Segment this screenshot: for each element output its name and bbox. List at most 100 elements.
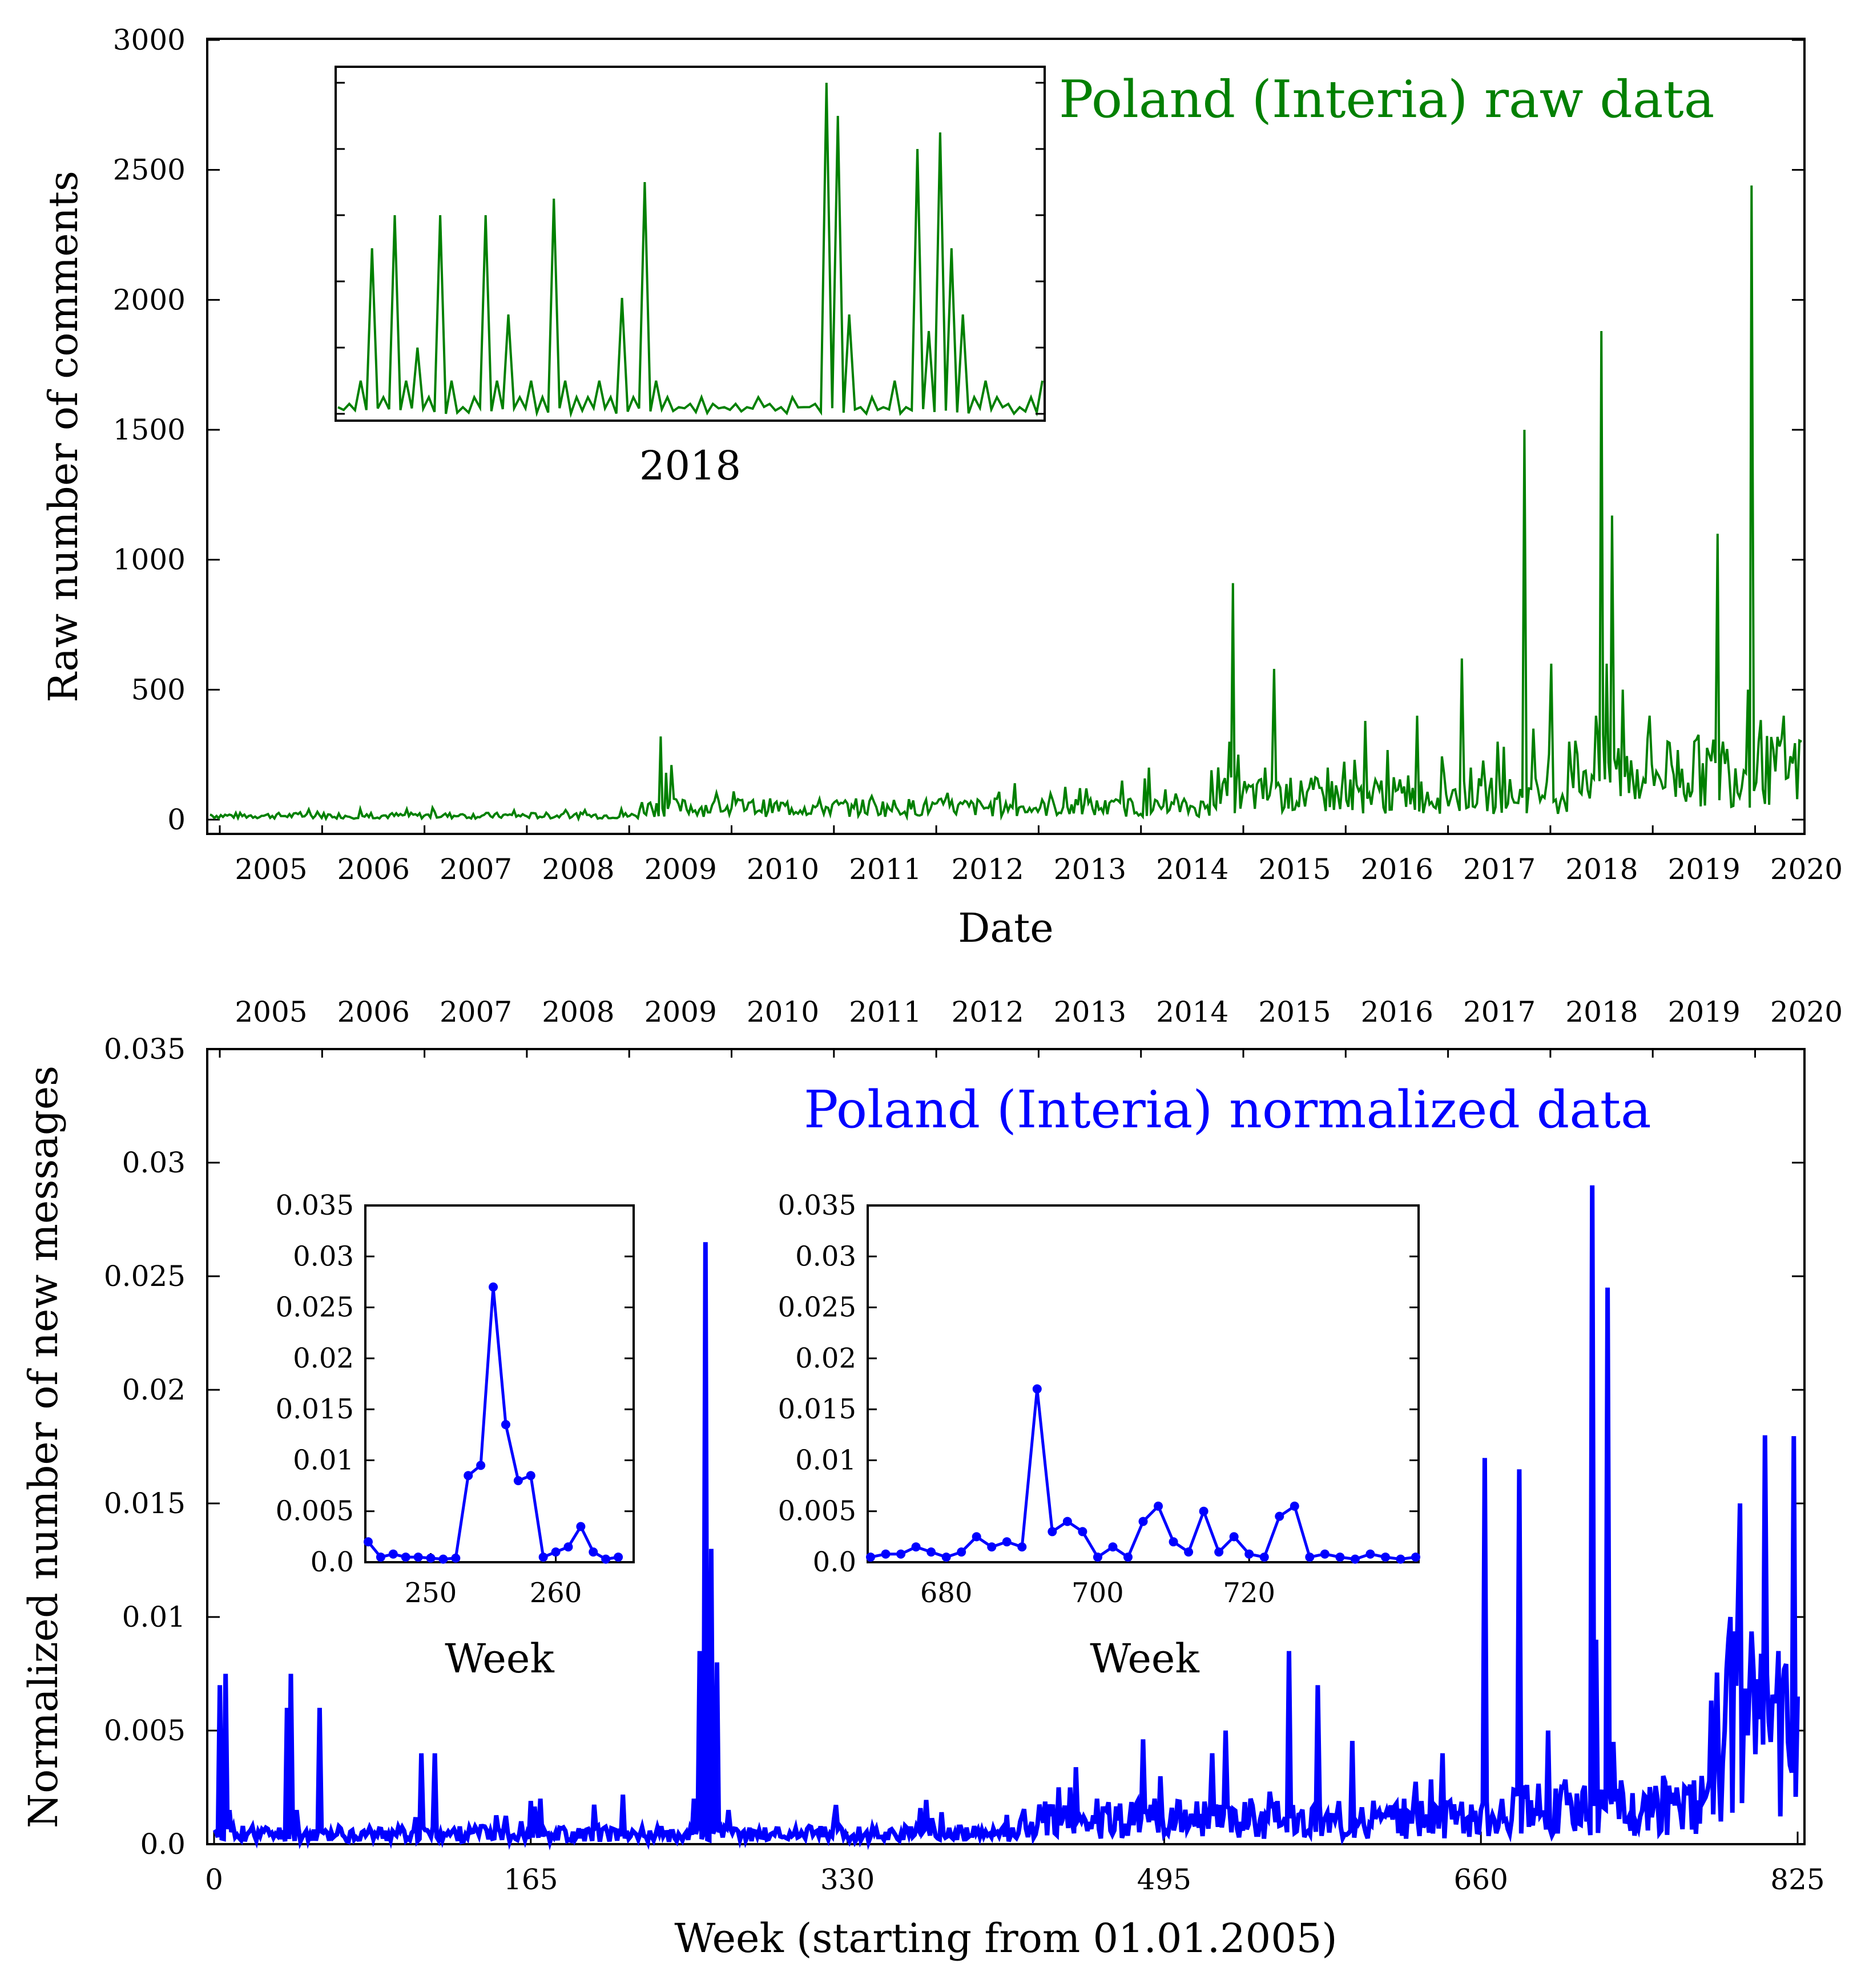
top-plot-frame (206, 38, 1806, 835)
bottom-inset1-x-title: Week (445, 1635, 554, 1682)
top-x-tick-label: 2005 (235, 853, 307, 886)
bottom-inset-y-tick-label: 0.005 (778, 1495, 856, 1527)
top-inset-label: 2018 (639, 442, 741, 489)
top-x-tick-label: 2010 (747, 853, 819, 886)
bottom-top-year-label: 2012 (951, 995, 1024, 1029)
bottom-inset-marker (601, 1554, 611, 1564)
bottom-inset-marker (866, 1553, 875, 1562)
bottom-inset-marker (1169, 1537, 1178, 1547)
bottom-inset-marker (896, 1549, 906, 1559)
bottom-x-tick-label: 330 (820, 1863, 875, 1896)
bottom-y-ticks: 0.0 0.005 0.01 0.015 0.02 0.025 0.03 0.035 (104, 1033, 1804, 1861)
bottom-inset-marker (451, 1553, 461, 1563)
bottom-inset-marker (1184, 1547, 1194, 1557)
top-inset-series-line (337, 82, 1044, 418)
bottom-y-tick-label: 0.015 (104, 1487, 186, 1520)
top-y-tick-label: 3000 (113, 23, 186, 57)
bottom-top-year-label: 2019 (1668, 995, 1741, 1029)
top-x-tick-label: 2006 (337, 853, 410, 886)
top-y-tick-label: 1000 (113, 543, 186, 576)
bottom-y-tick-label: 0.025 (104, 1260, 186, 1293)
bottom-y-tick-label: 0.02 (122, 1373, 186, 1406)
bottom-y-tick-label: 0.03 (122, 1146, 186, 1179)
bottom-x-tick-label: 495 (1137, 1863, 1191, 1896)
top-y-ticks: 0 500 1000 1500 2000 2500 3000 (113, 23, 1804, 836)
bottom-y-tick-label: 0.0 (140, 1828, 186, 1861)
bottom-inset-marker (376, 1553, 385, 1562)
bottom-panel: 2005 2006 2007 2008 2009 2010 2011 2012 2013 2014… (20, 995, 1843, 1962)
bottom-inset-y-tick-label: 0.005 (276, 1495, 354, 1527)
bottom-inset-marker (1093, 1553, 1102, 1562)
bottom-inset-marker (489, 1282, 498, 1292)
bottom-inset-y-tick-label: 0.0 (813, 1546, 856, 1578)
top-x-tick-label: 2013 (1054, 853, 1126, 886)
bottom-plot-frame (206, 1048, 1806, 1845)
top-y-tick-label: 500 (131, 673, 186, 706)
bottom-inset-marker (1138, 1517, 1148, 1526)
bottom-inset-y-tick-label: 0.025 (276, 1292, 354, 1324)
top-raw-series-line (209, 185, 1802, 822)
bottom-inset-marker (614, 1553, 623, 1562)
bottom-inset-marker (563, 1542, 573, 1552)
bottom-inset1-markers (364, 1282, 623, 1564)
bottom-top-year-label: 2016 (1361, 995, 1433, 1029)
bottom-inset-marker (926, 1547, 936, 1557)
bottom-inset-marker (438, 1554, 448, 1564)
bottom-inset-marker (941, 1553, 951, 1562)
top-x-tick-label: 2015 (1258, 853, 1331, 886)
top-x-tick-label: 2018 (1565, 853, 1638, 886)
bottom-inset-marker (1244, 1549, 1254, 1559)
bottom-inset-marker (1048, 1527, 1057, 1537)
bottom-inset-x-tick-label: 700 (1071, 1577, 1124, 1609)
bottom-inset-marker (1123, 1553, 1133, 1562)
bottom-inset2-ticks: 0.0 0.005 0.01 0.015 0.02 0.025 0.03 0.035 680 70… (778, 1189, 1419, 1609)
bottom-inset-marker (464, 1471, 473, 1481)
bottom-inset-marker (1335, 1553, 1345, 1562)
bottom-inset-y-tick-label: 0.01 (795, 1444, 856, 1476)
bottom-inset-marker (1380, 1553, 1390, 1562)
bottom-top-year-label: 2007 (440, 995, 512, 1029)
bottom-inset-marker (1365, 1549, 1375, 1559)
top-y-tick-label: 2000 (113, 283, 186, 316)
bottom-inset-marker (1108, 1542, 1118, 1552)
bottom-top-year-label: 2008 (542, 995, 614, 1029)
bottom-inset-marker (1199, 1506, 1209, 1516)
bottom-inset1-ticks: 0.0 0.005 0.01 0.015 0.02 0.025 0.03 0.035 250 26… (276, 1189, 634, 1609)
bottom-inset-marker (987, 1542, 997, 1552)
bottom-inset1-frame (364, 1204, 635, 1563)
bottom-inset-marker (1305, 1553, 1315, 1562)
bottom-inset-y-tick-label: 0.03 (293, 1240, 354, 1272)
bottom-top-axis-year-labels: 2005 2006 2007 2008 2009 2010 2011 2012 2013 2014… (219, 995, 1843, 1058)
bottom-inset-marker (881, 1549, 891, 1559)
top-y-tick-label: 2500 (113, 154, 186, 187)
bottom-inset-marker (1320, 1549, 1330, 1559)
bottom-inset-marker (1290, 1501, 1299, 1511)
bottom-inset-x-tick-label: 680 (920, 1577, 973, 1609)
bottom-inset-marker (576, 1522, 586, 1531)
bottom-inset-marker (1350, 1554, 1360, 1564)
bottom-inset-y-tick-label: 0.015 (276, 1393, 354, 1425)
top-inset-y-ticks (336, 82, 1045, 415)
bottom-inset-marker (589, 1547, 598, 1557)
top-y-tick-label: 0 (167, 803, 186, 836)
bottom-top-year-label: 2011 (849, 995, 921, 1029)
bottom-inset-y-tick-label: 0.015 (778, 1393, 856, 1425)
bottom-top-year-label: 2010 (747, 995, 819, 1029)
top-x-tick-label: 2011 (849, 853, 921, 886)
top-x-tick-label: 2016 (1361, 853, 1433, 886)
bottom-inset2-markers (866, 1384, 1420, 1564)
bottom-inset-marker (388, 1549, 398, 1559)
top-x-tick-label: 2007 (440, 853, 512, 886)
bottom-y-axis-title: Normalized number of new messages (20, 1066, 67, 1828)
bottom-inset-y-tick-label: 0.025 (778, 1292, 856, 1324)
bottom-inset-marker (1017, 1542, 1027, 1552)
bottom-panel-title: Poland (Interia) normalized data (804, 1080, 1651, 1140)
top-x-tick-label: 2017 (1463, 853, 1536, 886)
bottom-inset-marker (1002, 1537, 1012, 1547)
bottom-inset-x-tick-label: 250 (405, 1577, 457, 1609)
bottom-inset-marker (1229, 1532, 1239, 1542)
bottom-top-year-label: 2014 (1156, 995, 1228, 1029)
bottom-top-year-label: 2013 (1054, 995, 1126, 1029)
bottom-inset2-frame (867, 1204, 1420, 1563)
